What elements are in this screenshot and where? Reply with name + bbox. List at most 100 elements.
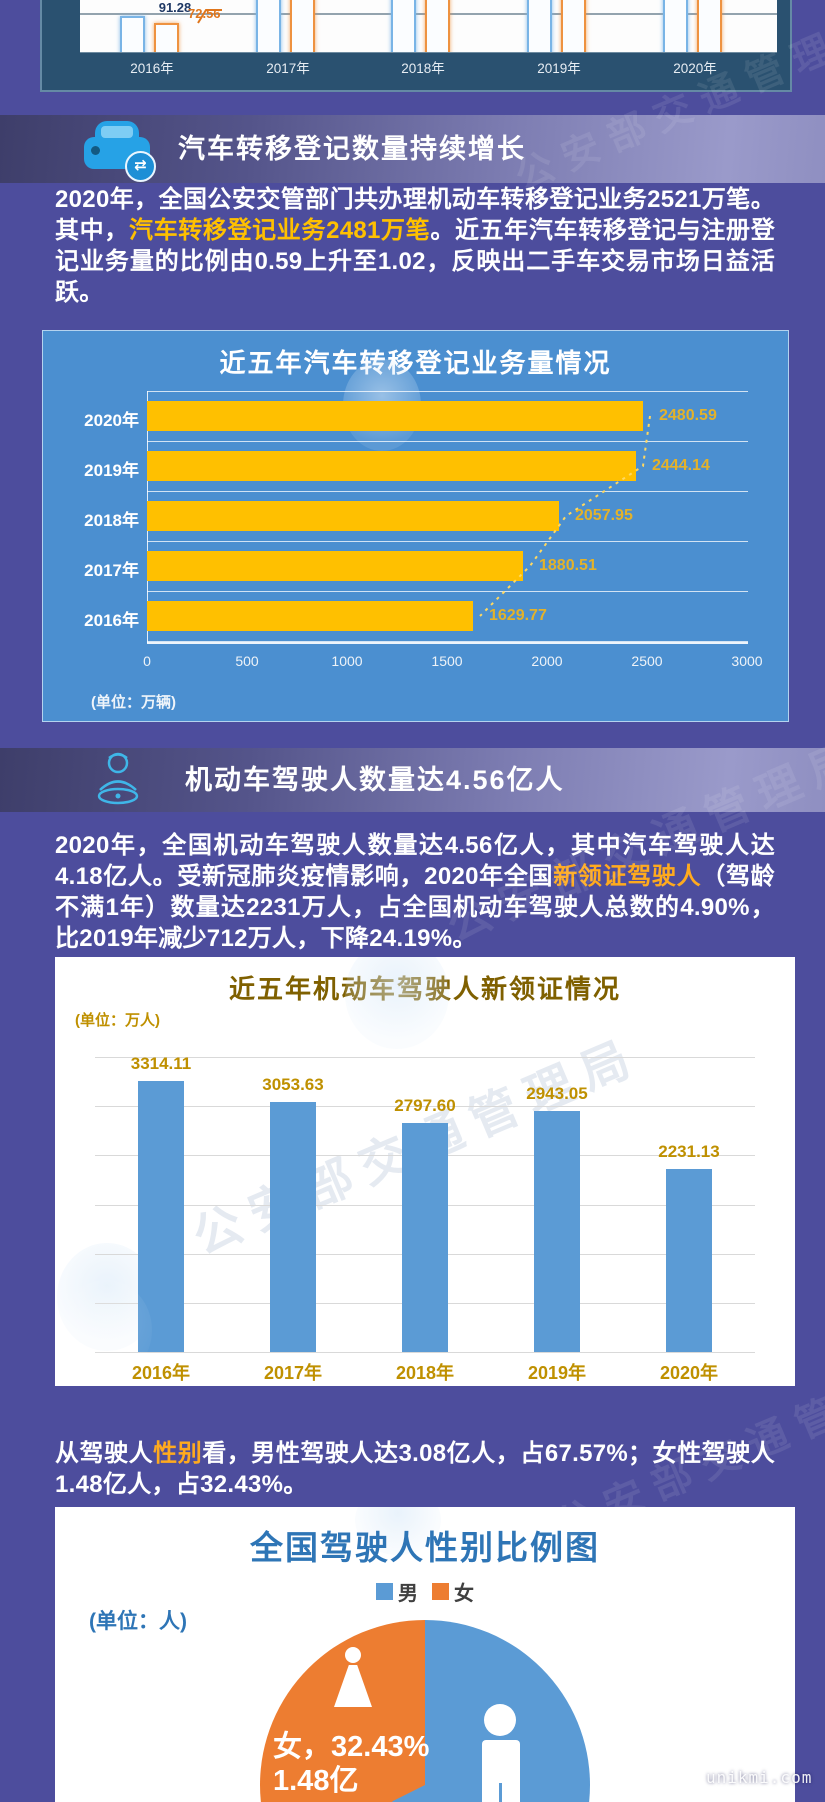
- transfer-arrows-icon: ⇄: [125, 151, 156, 182]
- chart2-value-label: 2943.05: [526, 1084, 588, 1103]
- legend-label: 女: [454, 1583, 474, 1605]
- gridline: [95, 1352, 755, 1354]
- car-windshield: [101, 126, 133, 138]
- top-chart-year-label: 2016年: [130, 61, 174, 76]
- para1-post: 。近五年汽车转移登记与注册登记业务量的比例由0.59上升至1.02，反映出二手车…: [55, 217, 776, 306]
- x-axis-tick-label: 3000: [731, 653, 763, 669]
- legend-label: 男: [398, 1583, 418, 1605]
- x-axis-line: [147, 642, 748, 644]
- chart1-bar: [147, 501, 559, 531]
- legend-item: 女: [432, 1577, 474, 1606]
- chart2-year-label: 2020年: [659, 1363, 719, 1383]
- chart1-bar: [147, 551, 523, 581]
- top-chart-year-label: 2020年: [673, 61, 717, 76]
- chart2-value-label: 2231.13: [658, 1142, 720, 1161]
- top-bar-orange: [154, 23, 179, 52]
- top-cropped-chart: 91.28 72.56 2016年 2017年 2018年 2019年 2020年: [40, 0, 792, 92]
- chart1-unit-label: (单位：万辆): [91, 694, 176, 711]
- para1-highlight: 汽车转移登记业务2481万笔: [128, 217, 431, 244]
- chart2-year-label: 2019年: [527, 1363, 587, 1383]
- chart1-bar: [147, 401, 643, 431]
- legend-swatch: [376, 1583, 393, 1600]
- callout-line: [197, 9, 222, 24]
- section3-paragraph: 从驾驶人性别看，男性驾驶人达3.08亿人，占67.57%；女性驾驶人1.48亿人…: [55, 1438, 775, 1500]
- chart1-year-label: 2017年: [84, 561, 139, 580]
- chart2-unit-label: (单位：万人): [75, 1012, 160, 1029]
- chart1-year-label: 2020年: [84, 411, 139, 430]
- chart1-value-label: 2057.95: [575, 507, 633, 524]
- gridline: [95, 1057, 755, 1058]
- chart1-value-label: 1880.51: [539, 557, 597, 574]
- section1-title: 汽车转移登记数量持续增长: [178, 134, 526, 164]
- top-bar-blue: [391, 0, 416, 52]
- chart2-value-label: 3314.11: [130, 1054, 192, 1073]
- chart1-year-label: 2019年: [84, 461, 139, 480]
- top-bar-orange: [697, 0, 722, 52]
- x-axis-tick-label: 500: [235, 653, 259, 669]
- trend-dotted-line: [479, 415, 651, 617]
- female-slice-count: 1.48亿: [273, 1765, 359, 1797]
- chart2-bar: [402, 1123, 448, 1352]
- chart2-bar: [534, 1111, 580, 1352]
- top-bar-blue: [256, 0, 281, 52]
- section1-paragraph: 2020年，全国公安交管部门共办理机动车转移登记业务2521万笔。其中，汽车转移…: [55, 184, 775, 308]
- chart3-title: 全国驾驶人性别比例图: [250, 1529, 600, 1566]
- top-bar-orange: [425, 0, 450, 52]
- top-chart-year-label: 2019年: [537, 61, 581, 76]
- chart1-year-label: 2018年: [84, 511, 139, 530]
- male-person-icon: [484, 1704, 516, 1736]
- chart2-value-label: 2797.60: [394, 1096, 456, 1115]
- transfer-volume-chart: 近五年汽车转移登记业务量情况 2020年 2480.59 2019年 2444.14 2…: [42, 330, 789, 722]
- top-bar-blue: [663, 0, 688, 52]
- chart2-bar: [666, 1169, 712, 1352]
- female-icon-head: [345, 1647, 361, 1663]
- para2-pre: 2020年，全国机动车驾驶人数量达4.56亿人，其中汽车驾驶人达4.18亿人。受…: [55, 832, 775, 890]
- row-separator: [147, 591, 748, 592]
- chart1-value-label: 2480.59: [659, 407, 717, 424]
- female-slice-label: 女，32.43%: [273, 1731, 430, 1763]
- top-bar-orange: [290, 0, 315, 52]
- gridline: [95, 1106, 755, 1108]
- chart3-unit-label: (单位：人): [89, 1610, 187, 1633]
- para3-pre: 从驾驶人: [55, 1440, 154, 1467]
- x-axis-tick-label: 2500: [631, 653, 663, 669]
- pie-legend: 男女: [55, 1577, 795, 1606]
- section2-header-band: 机动车驾驶人数量达4.56亿人: [0, 748, 825, 812]
- top-bar-orange: [561, 0, 586, 52]
- female-icon-body: [334, 1665, 372, 1707]
- para2-highlight: 新领证驾驶人: [553, 863, 702, 890]
- row-separator: [147, 641, 748, 642]
- top-bar-blue: [527, 0, 552, 52]
- row-separator: [147, 391, 748, 392]
- row-separator: [147, 441, 748, 442]
- section2-paragraph: 2020年，全国机动车驾驶人数量达4.56亿人，其中汽车驾驶人达4.18亿人。受…: [55, 830, 775, 954]
- top-chart-year-label: 2017年: [266, 61, 310, 76]
- para1-pre: 2020年，全国公安交管部门共办理机动车转移登记业务2521万笔。其中，: [55, 186, 775, 244]
- row-separator: [147, 491, 748, 492]
- chart2-year-label: 2017年: [263, 1363, 323, 1383]
- driver-icon: [97, 752, 139, 805]
- para3-post: 看，男性驾驶人达3.08亿人，占67.57%；女性驾驶人1.48亿人，占32.4…: [55, 1440, 775, 1498]
- x-axis-tick-label: 1000: [331, 653, 363, 669]
- chart1-year-label: 2016年: [84, 611, 139, 630]
- site-watermark: unikmi.com: [706, 1768, 813, 1787]
- legend-swatch: [432, 1583, 449, 1600]
- chart2-year-label: 2018年: [395, 1363, 455, 1383]
- top-chart-plot: 91.28 72.56: [80, 0, 777, 53]
- top-bar-blue: [120, 16, 145, 52]
- para3-highlight: 性别: [153, 1440, 203, 1467]
- chart2-title: 近五年机动车驾驶人新领证情况: [228, 974, 621, 1004]
- chart1-value-label: 2444.14: [652, 457, 710, 474]
- data-label-blue: 91.28: [158, 0, 192, 15]
- chart1-bar: [147, 451, 636, 481]
- chart1-bar: [147, 601, 473, 631]
- x-axis-tick-label: 0: [143, 653, 151, 669]
- chart1-value-label: 1629.77: [489, 607, 547, 624]
- male-icon-legs: [499, 1783, 502, 1802]
- x-axis-tick-label: 1500: [431, 653, 463, 669]
- section2-title: 机动车驾驶人数量达4.56亿人: [185, 765, 565, 795]
- chart2-year-label: 2016年: [131, 1363, 191, 1383]
- car-headlight: [91, 146, 100, 155]
- legend-item: 男: [376, 1577, 418, 1606]
